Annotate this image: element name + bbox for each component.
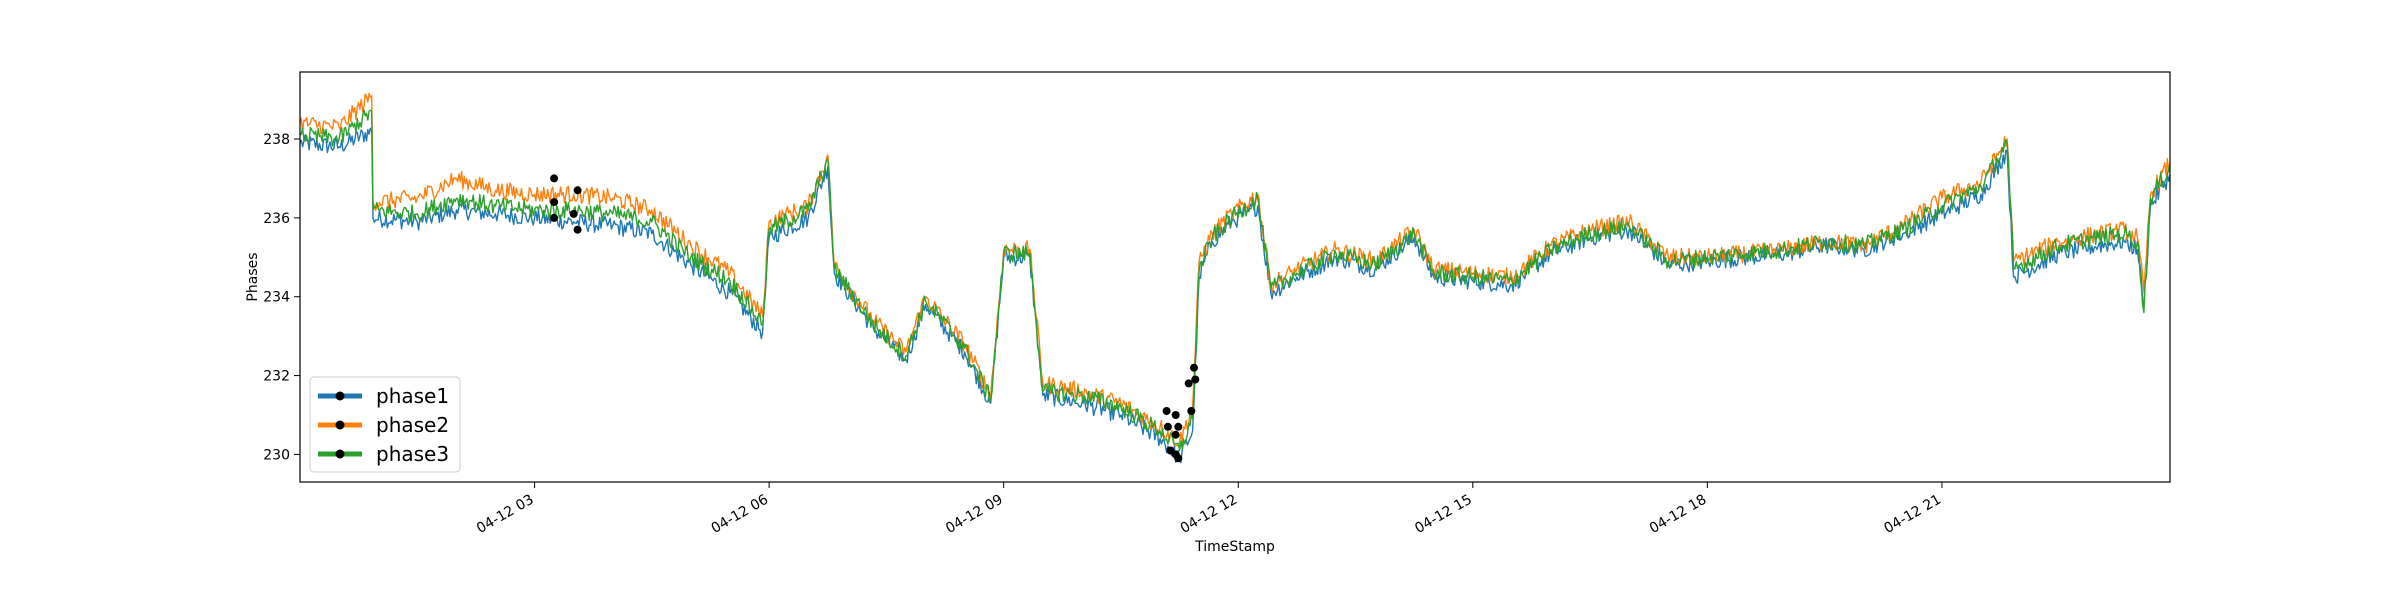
plot-background bbox=[300, 72, 2170, 482]
x-tick-label: 04-12 18 bbox=[1647, 492, 1710, 537]
y-tick-label: 234 bbox=[263, 290, 290, 306]
series-line-phase3 bbox=[299, 109, 2171, 452]
x-tick-label: 04-12 21 bbox=[1881, 492, 1944, 537]
anomaly-marker bbox=[1174, 422, 1183, 431]
y-axis-label: Phases bbox=[245, 252, 261, 301]
x-axis-label: TimeStamp bbox=[1194, 539, 1275, 555]
anomaly-marker bbox=[1191, 375, 1200, 384]
legend-box bbox=[309, 376, 461, 473]
anomaly-marker bbox=[573, 186, 582, 195]
x-tick-label: 04-12 06 bbox=[709, 492, 772, 537]
anomaly-marker bbox=[1171, 411, 1180, 419]
y-tick-label: 230 bbox=[263, 447, 290, 463]
legend-label-phase3: phase3 bbox=[376, 442, 449, 466]
legend: phase1 phase2 phase3 bbox=[309, 376, 461, 473]
x-tick-label: 04-12 12 bbox=[1178, 492, 1241, 537]
anomaly-marker bbox=[1187, 407, 1196, 415]
legend-marker-phase2 bbox=[335, 420, 345, 430]
anomaly-marker bbox=[1174, 454, 1183, 463]
y-tick-label: 238 bbox=[263, 132, 290, 148]
series-layer bbox=[299, 92, 2171, 464]
anomaly-marker bbox=[573, 225, 582, 234]
anomaly-marker bbox=[1171, 430, 1180, 439]
anomaly-marker bbox=[1184, 379, 1193, 388]
anomaly-marker bbox=[1162, 407, 1171, 415]
anomaly-marker bbox=[550, 213, 559, 222]
legend-label-phase2: phase2 bbox=[376, 413, 449, 437]
anomaly-marker bbox=[550, 174, 559, 183]
anomaly-marker bbox=[1190, 363, 1198, 372]
anomaly-marker bbox=[550, 198, 559, 207]
x-tick-label: 04-12 15 bbox=[1412, 492, 1475, 537]
legend-marker-phase3 bbox=[335, 449, 345, 459]
marker-layer bbox=[550, 174, 1200, 463]
anomaly-marker bbox=[1163, 422, 1172, 431]
y-tick-label: 236 bbox=[263, 211, 290, 227]
x-tick-label: 04-12 03 bbox=[474, 492, 537, 537]
x-axis: 04-12 03 04-12 06 04-12 09 04-12 12 04-12 15… bbox=[474, 482, 1944, 537]
y-tick-label: 232 bbox=[263, 369, 290, 385]
y-axis: 230 232 234 236 238 bbox=[263, 132, 300, 463]
x-tick-label: 04-12 09 bbox=[943, 492, 1006, 537]
anomaly-marker bbox=[569, 209, 578, 218]
legend-marker-phase1 bbox=[335, 391, 345, 401]
legend-label-phase1: phase1 bbox=[376, 384, 449, 408]
plot-frame bbox=[299, 71, 2171, 483]
